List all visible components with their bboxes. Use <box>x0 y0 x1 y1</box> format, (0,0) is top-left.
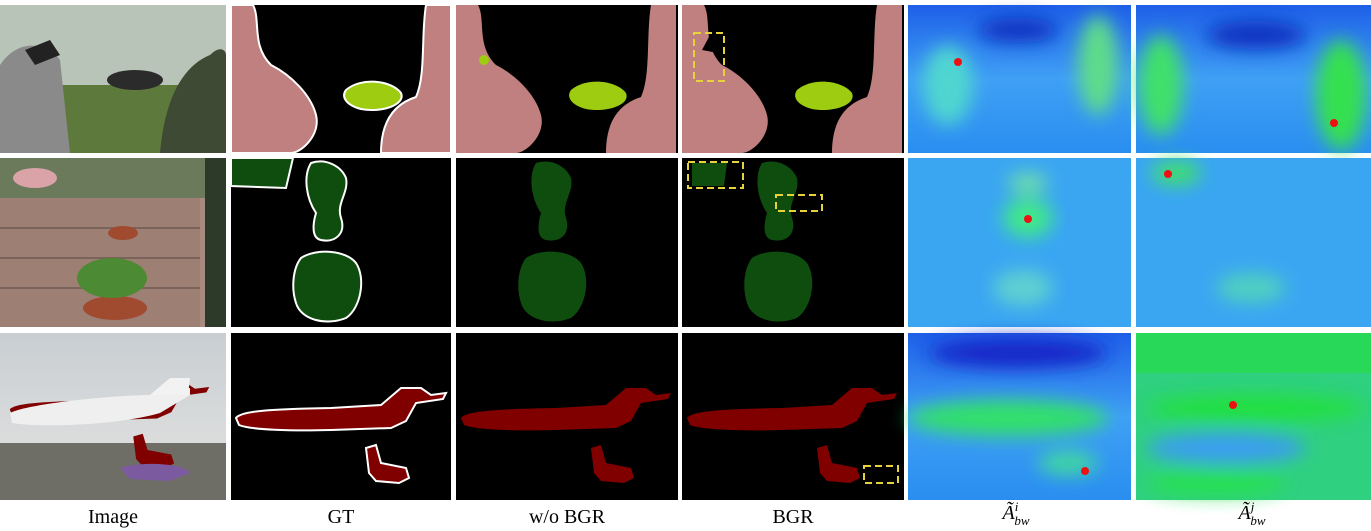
gt-cell <box>231 333 451 500</box>
pred-cell <box>682 333 904 500</box>
pred-cell <box>456 333 678 500</box>
heatmap-cell <box>1136 5 1371 153</box>
label-base: Ã <box>1236 500 1251 524</box>
gt-cell <box>231 5 451 153</box>
label-sup: i <box>1015 499 1019 514</box>
label-base: Ã <box>1000 500 1015 524</box>
column-label: GT <box>328 506 355 528</box>
figure: Image GT w/o BGR BGR Ãibw Ãjbw <box>0 0 1371 531</box>
gt-cell <box>231 158 451 327</box>
photo-cell <box>0 5 226 153</box>
column-label: BGR <box>772 506 814 528</box>
pred-cell <box>456 5 678 153</box>
pred-cell <box>682 158 904 327</box>
heatmap-cell <box>1136 158 1371 327</box>
heatmap-cell <box>908 5 1131 153</box>
label-sub: bw <box>1014 513 1030 528</box>
page: {"columns": [ {"label": "Image"}, {"labe… <box>0 0 1371 531</box>
pred-cell <box>456 158 678 327</box>
heatmap-cell <box>908 158 1131 327</box>
photo-cell <box>0 333 226 500</box>
heatmap-cell <box>1136 333 1371 500</box>
column-label: w/o BGR <box>529 506 606 528</box>
heatmap-cell <box>908 333 1131 500</box>
pred-cell <box>682 5 904 153</box>
photo-cell <box>0 158 226 327</box>
label-sub: bw <box>1250 513 1266 528</box>
column-label: Image <box>88 506 138 528</box>
